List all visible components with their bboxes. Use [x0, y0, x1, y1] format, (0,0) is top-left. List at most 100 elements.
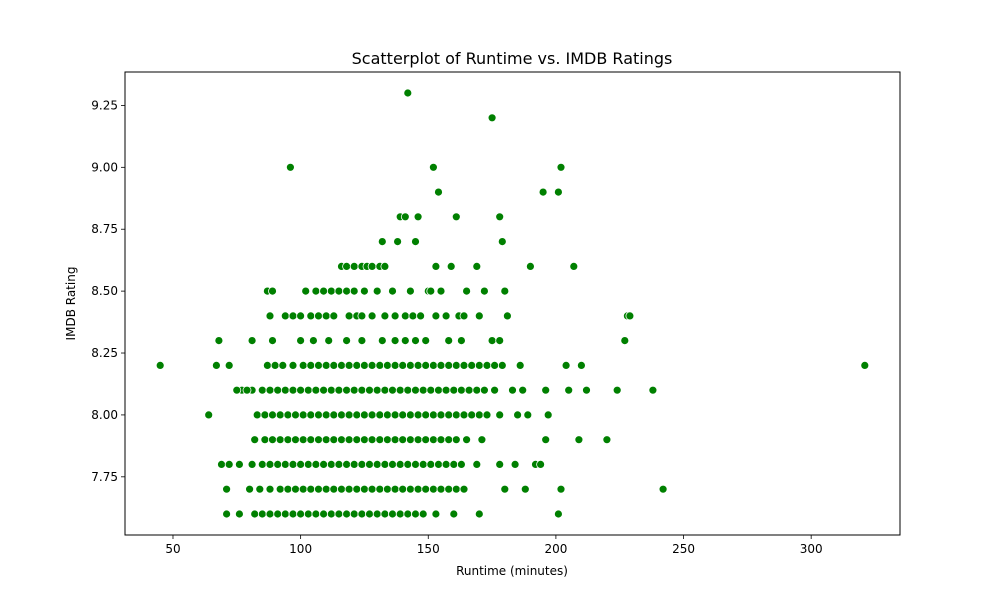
data-point	[319, 459, 329, 469]
data-point	[349, 286, 359, 296]
data-point	[380, 261, 390, 271]
y-tick-label: 9.00	[91, 160, 118, 174]
data-point	[495, 459, 505, 469]
data-point	[306, 311, 316, 321]
data-point	[326, 459, 336, 469]
data-point	[357, 509, 367, 519]
data-point	[393, 237, 403, 247]
data-point	[217, 459, 226, 469]
data-point	[421, 360, 431, 370]
data-point	[495, 410, 505, 420]
data-point	[291, 410, 300, 420]
data-point	[365, 459, 374, 469]
data-point	[434, 459, 443, 469]
data-point	[382, 435, 392, 445]
data-point	[554, 509, 563, 519]
data-point	[421, 484, 431, 494]
data-point	[495, 336, 505, 346]
data-point	[334, 385, 344, 395]
data-point	[260, 435, 270, 445]
data-point	[344, 311, 354, 321]
data-point	[431, 311, 441, 321]
data-point	[211, 360, 221, 370]
data-point	[303, 509, 313, 519]
data-point	[459, 410, 469, 420]
data-point	[495, 212, 505, 222]
data-point	[472, 459, 482, 469]
data-point	[349, 261, 359, 271]
data-point	[620, 336, 630, 346]
data-point	[326, 509, 336, 519]
x-tick-label: 200	[544, 542, 567, 556]
data-point	[375, 410, 385, 420]
data-point	[321, 360, 331, 370]
data-point	[359, 435, 369, 445]
data-point	[352, 360, 362, 370]
data-point	[257, 459, 267, 469]
data-point	[577, 360, 586, 370]
data-point	[520, 484, 530, 494]
data-point	[380, 311, 390, 321]
data-point	[352, 410, 362, 420]
data-point	[291, 484, 300, 494]
data-point	[444, 484, 454, 494]
data-point	[449, 385, 459, 395]
data-point	[301, 286, 311, 296]
data-point	[860, 360, 870, 370]
data-point	[556, 484, 566, 494]
data-point	[428, 484, 438, 494]
data-point	[337, 360, 346, 370]
data-point	[500, 286, 510, 296]
data-point	[490, 360, 500, 370]
data-point	[411, 237, 420, 247]
x-tick-label: 50	[165, 542, 180, 556]
data-point	[367, 435, 377, 445]
data-point	[413, 360, 423, 370]
data-point	[380, 509, 390, 519]
data-point	[255, 484, 265, 494]
data-point	[291, 435, 300, 445]
data-point	[395, 459, 405, 469]
data-point	[400, 336, 410, 346]
data-point	[311, 509, 321, 519]
data-point	[308, 336, 318, 346]
data-point	[479, 286, 489, 296]
data-point	[574, 435, 584, 445]
data-point	[474, 410, 484, 420]
data-point	[306, 435, 316, 445]
data-point	[556, 162, 566, 172]
data-point	[405, 286, 415, 296]
data-point	[602, 435, 612, 445]
data-point	[436, 360, 446, 370]
data-point	[349, 509, 359, 519]
data-point	[329, 484, 339, 494]
data-point	[377, 237, 387, 247]
data-point	[262, 360, 272, 370]
data-point	[408, 311, 418, 321]
data-point	[329, 410, 339, 420]
data-point	[296, 385, 306, 395]
y-axis: 7.75 8.00 8.25 8.50 8.75 9.00 9.25	[91, 98, 125, 484]
data-point	[324, 336, 334, 346]
data-point	[403, 509, 413, 519]
data-point	[541, 435, 551, 445]
data-point	[321, 311, 331, 321]
data-point	[474, 360, 484, 370]
data-point	[257, 509, 267, 519]
data-point	[342, 286, 352, 296]
data-point	[334, 509, 344, 519]
data-point	[497, 360, 507, 370]
data-point	[446, 261, 456, 271]
data-point	[296, 311, 306, 321]
data-point	[342, 385, 352, 395]
x-axis-label: Runtime (minutes)	[456, 564, 568, 578]
data-point	[395, 385, 405, 395]
data-point	[451, 212, 461, 222]
data-point	[222, 509, 232, 519]
y-tick-label: 9.25	[91, 98, 118, 112]
data-point	[314, 484, 323, 494]
data-point	[311, 385, 321, 395]
data-point	[342, 459, 352, 469]
data-point	[382, 484, 392, 494]
data-point	[367, 311, 377, 321]
